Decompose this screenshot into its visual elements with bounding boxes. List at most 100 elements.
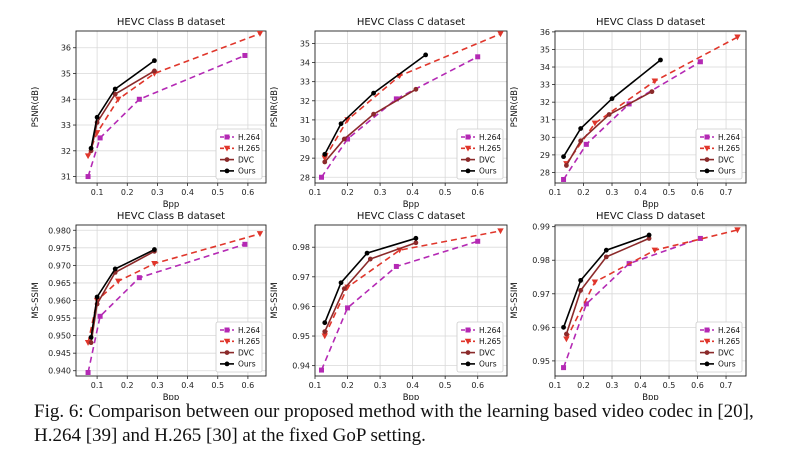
- data-point: [115, 96, 122, 103]
- series-line: [90, 250, 155, 343]
- legend-label: Ours: [718, 360, 736, 369]
- y-tick-label: 28: [540, 168, 550, 177]
- x-axis-label: Bpp: [403, 393, 420, 400]
- y-tick-label: 0.980: [48, 226, 71, 235]
- series-ours: [561, 57, 663, 160]
- data-point: [152, 58, 157, 64]
- y-tick-label: 32: [300, 97, 310, 106]
- legend-marker: [465, 134, 471, 140]
- x-tick-label: 0.6: [691, 188, 704, 197]
- data-point: [578, 126, 584, 131]
- data-point: [97, 135, 103, 141]
- series-h264: [561, 59, 703, 182]
- data-point: [152, 247, 157, 252]
- legend-label: Ours: [238, 360, 256, 369]
- data-point: [603, 254, 609, 260]
- series-h264: [319, 54, 481, 180]
- legend-label: H.264: [479, 326, 501, 335]
- legend-box: [215, 128, 263, 180]
- data-point: [591, 120, 599, 127]
- legend-marker: [223, 145, 231, 152]
- data-point: [136, 96, 142, 102]
- x-axis-label: Bpp: [403, 200, 420, 210]
- chart-1: HEVC Class B dataset 0.1 0.2 0.3 0.4 0.5 0.6 31…: [31, 17, 267, 210]
- data-point: [697, 235, 703, 241]
- data-point: [88, 340, 94, 346]
- data-point: [152, 68, 157, 74]
- x-tick-label: 0.5: [439, 381, 452, 390]
- series-h264: [561, 235, 703, 371]
- x-tick-label: 0.3: [374, 188, 387, 197]
- y-tick-label: 33: [300, 78, 310, 87]
- legend: H.264 H.265 DVC Ours: [695, 321, 743, 373]
- legend-label: DVC: [479, 348, 495, 357]
- data-point: [606, 112, 612, 117]
- data-point: [364, 250, 370, 256]
- data-point: [319, 174, 325, 180]
- plot-frame: [75, 224, 267, 377]
- y-tick-label: 0.940: [48, 367, 71, 376]
- y-tick-label: 36: [61, 44, 71, 53]
- plot-frame: [75, 30, 267, 184]
- data-point: [734, 34, 741, 41]
- series-line: [565, 237, 650, 335]
- series-line: [324, 54, 427, 155]
- series-h264: [319, 238, 481, 373]
- legend-marker: [704, 134, 710, 140]
- data-point: [413, 240, 419, 246]
- data-point: [371, 90, 376, 96]
- y-axis-label: MS-SSIM: [270, 282, 280, 318]
- data-point: [393, 263, 399, 269]
- legend-label: H.265: [238, 144, 260, 153]
- legend: H.264 H.265 DVC Ours: [456, 128, 504, 180]
- chart-2: HEVC Class C dataset 0.1 0.2 0.3 0.4 0.5 0.6 28…: [270, 17, 508, 210]
- data-point: [646, 236, 652, 241]
- x-tick-label: 0.7: [720, 188, 733, 197]
- y-tick-label: 0.965: [48, 279, 71, 288]
- y-tick-label: 32: [61, 147, 71, 156]
- x-tick-label: 0.5: [211, 381, 224, 390]
- series-h265: [84, 30, 264, 160]
- x-tick-label: 0.4: [406, 188, 419, 197]
- data-point: [583, 141, 589, 147]
- plot-frame: [314, 224, 508, 377]
- x-tick-label: 0.2: [121, 188, 134, 197]
- y-tick-label: 0.975: [48, 244, 71, 253]
- x-axis-label: Bpp: [642, 200, 659, 210]
- series-h265: [563, 227, 741, 343]
- y-tick-label: 33: [61, 121, 71, 130]
- data-point: [564, 163, 569, 168]
- legend-marker: [223, 338, 231, 345]
- data-point: [578, 138, 584, 144]
- legend-marker: [224, 134, 230, 140]
- data-point: [88, 334, 94, 340]
- chart-4: HEVC Class B dataset 0.1 0.2 0.3 0.4 0.5 0.6 0.…: [31, 211, 267, 400]
- data-point: [322, 320, 328, 326]
- data-point: [115, 278, 122, 285]
- legend-label: H.264: [718, 133, 740, 142]
- y-tick-label: 34: [540, 63, 550, 72]
- x-tick-label: 0.3: [606, 381, 619, 390]
- y-tick-label: 35: [540, 45, 550, 54]
- data-point: [321, 333, 328, 340]
- x-tick-label: 0.1: [549, 381, 562, 390]
- legend-label: DVC: [479, 155, 495, 164]
- x-tick-label: 0.6: [471, 381, 484, 390]
- legend-box: [215, 321, 263, 373]
- data-point: [345, 305, 351, 311]
- data-point: [85, 174, 91, 180]
- y-tick-label: 36: [540, 28, 550, 37]
- y-tick-label: 31: [61, 173, 71, 182]
- x-tick-label: 0.6: [691, 381, 704, 390]
- data-point: [651, 247, 658, 254]
- x-axis-label: Bpp: [642, 393, 659, 400]
- legend-marker: [224, 157, 230, 163]
- y-tick-label: 0.950: [48, 332, 71, 341]
- legend-marker: [465, 327, 471, 333]
- legend-box: [456, 128, 504, 180]
- x-tick-label: 0.6: [242, 381, 255, 390]
- series-line: [324, 230, 501, 337]
- data-point: [561, 365, 567, 371]
- series-line: [87, 243, 246, 373]
- data-point: [564, 331, 569, 337]
